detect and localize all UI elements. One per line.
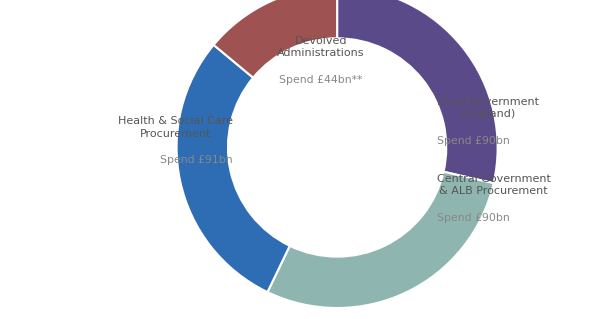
Text: Central Government
& ALB Procurement: Central Government & ALB Procurement	[436, 174, 550, 197]
Text: Local Government
(England): Local Government (England)	[436, 97, 539, 119]
Text: Health & Social Care
Procurement: Health & Social Care Procurement	[118, 116, 233, 139]
Text: Spend £44bn**: Spend £44bn**	[279, 75, 363, 85]
Wedge shape	[337, 0, 498, 183]
Wedge shape	[214, 0, 337, 78]
Wedge shape	[267, 172, 494, 308]
Text: Spend £90bn: Spend £90bn	[436, 213, 509, 223]
Text: Devolved
Administrations: Devolved Administrations	[278, 36, 365, 58]
Text: Spend £90bn: Spend £90bn	[436, 136, 509, 146]
Text: Spend £91bn: Spend £91bn	[160, 155, 233, 166]
Wedge shape	[176, 45, 290, 292]
